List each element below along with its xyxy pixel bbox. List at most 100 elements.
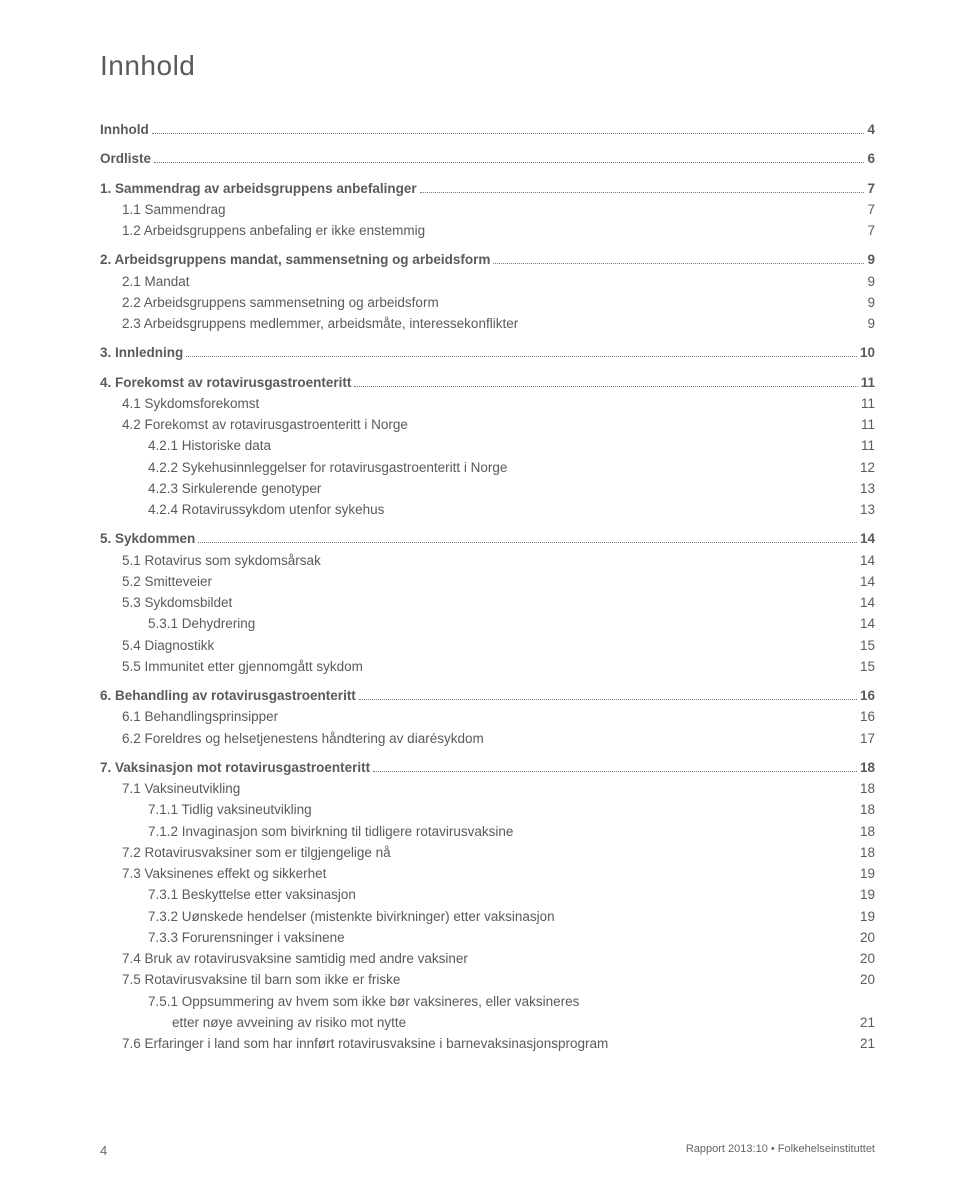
toc-entry-page: 15 [860, 657, 875, 677]
toc-entry[interactable]: 7.3.2 Uønskede hendelser (mistenkte bivi… [148, 907, 875, 927]
toc-entry[interactable]: 2.3 Arbeidsgruppens medlemmer, arbeidsmå… [122, 314, 875, 334]
toc-entry-label: 2.2 Arbeidsgruppens sammensetning og arb… [122, 293, 439, 313]
toc-entry-page: 19 [860, 864, 875, 884]
toc-entry[interactable]: 5. Sykdommen 14 [100, 529, 875, 549]
toc-entry[interactable]: 4. Forekomst av rotavirusgastroenteritt … [100, 373, 875, 393]
toc-entry-page: 9 [867, 250, 875, 270]
toc-entry[interactable]: 7.5.1 Oppsummering av hvem som ikke bør … [148, 992, 875, 1012]
toc-entry-page: 9 [867, 272, 875, 292]
toc-entry-label: 5.5 Immunitet etter gjennomgått sykdom [122, 657, 363, 677]
toc-entry[interactable]: 4.2 Forekomst av rotavirusgastroenteritt… [122, 415, 875, 435]
toc-entry[interactable]: 5.3.1 Dehydrering14 [148, 614, 875, 634]
toc-entry-page: 11 [861, 436, 875, 456]
toc-entry-label: 1. Sammendrag av arbeidsgruppens anbefal… [100, 179, 417, 199]
toc-entry-label: etter nøye avveining av risiko mot nytte [172, 1013, 406, 1033]
toc-entry-page: 11 [861, 373, 875, 393]
toc-entry-page: 17 [860, 729, 875, 749]
toc-entry-page: 19 [860, 885, 875, 905]
toc-entry-page: 18 [860, 822, 875, 842]
toc-entry-page: 9 [867, 314, 875, 334]
toc-entry[interactable]: 6.2 Foreldres og helsetjenestens håndter… [122, 729, 875, 749]
toc-entry[interactable]: 4.1 Sykdomsforekomst11 [122, 394, 875, 414]
toc-entry-label: 7.5 Rotavirusvaksine til barn som ikke e… [122, 970, 400, 990]
toc-entry[interactable]: 7. Vaksinasjon mot rotavirusgastroenteri… [100, 758, 875, 778]
toc-entry-label: 7.6 Erfaringer i land som har innført ro… [122, 1034, 608, 1054]
toc-leader [186, 356, 857, 357]
toc-entry-page: 20 [860, 949, 875, 969]
toc-entry[interactable]: 7.3.3 Forurensninger i vaksinene20 [148, 928, 875, 948]
toc-entry[interactable]: 5.3 Sykdomsbildet14 [122, 593, 875, 613]
toc-entry[interactable]: 1.1 Sammendrag 7 [122, 200, 875, 220]
toc-entry-label: 7.3 Vaksinenes effekt og sikkerhet [122, 864, 326, 884]
toc-entry-label: 6.2 Foreldres og helsetjenestens håndter… [122, 729, 484, 749]
toc-entry[interactable]: 7.3.1 Beskyttelse etter vaksinasjon 19 [148, 885, 875, 905]
toc-entry-page: 14 [860, 551, 875, 571]
toc-entry-label: 4.2.1 Historiske data [148, 436, 271, 456]
toc-entry-label: Ordliste [100, 149, 151, 169]
toc-entry-label: 6.1 Behandlingsprinsipper [122, 707, 278, 727]
toc-entry-label: 4.1 Sykdomsforekomst [122, 394, 259, 414]
toc-entry-page: 7 [867, 179, 875, 199]
toc-entry-page: 18 [860, 758, 875, 778]
toc-entry-page: 14 [860, 593, 875, 613]
toc-entry[interactable]: 4.2.3 Sirkulerende genotyper 13 [148, 479, 875, 499]
toc-entry-label: 1.1 Sammendrag [122, 200, 226, 220]
toc-entry-page: 18 [860, 779, 875, 799]
toc-entry-page: 16 [860, 686, 875, 706]
toc-entry[interactable]: 1.2 Arbeidsgruppens anbefaling er ikke e… [122, 221, 875, 241]
toc-entry[interactable]: 6.1 Behandlingsprinsipper16 [122, 707, 875, 727]
toc-leader [420, 192, 865, 193]
toc-entry-label: 2. Arbeidsgruppens mandat, sammensetning… [100, 250, 490, 270]
toc-entry-page: 20 [860, 928, 875, 948]
toc-entry-page: 14 [860, 614, 875, 634]
page-title: Innhold [100, 50, 875, 82]
toc-entry[interactable]: 4.2.1 Historiske data 11 [148, 436, 875, 456]
toc-entry[interactable]: 4.2.2 Sykehusinnleggelser for rotavirusg… [148, 458, 875, 478]
toc-entry[interactable]: 5.4 Diagnostikk15 [122, 636, 875, 656]
toc-entry-label: 4.2.4 Rotavirussykdom utenfor sykehus [148, 500, 384, 520]
toc-entry-page: 7 [867, 200, 875, 220]
toc-entry[interactable]: 1. Sammendrag av arbeidsgruppens anbefal… [100, 179, 875, 199]
toc-entry[interactable]: 3. Innledning 10 [100, 343, 875, 363]
toc-entry-page: 13 [860, 479, 875, 499]
toc-entry-page: 7 [867, 221, 875, 241]
toc-entry[interactable]: 7.1.2 Invaginasjon som bivirkning til ti… [148, 822, 875, 842]
toc-entry-label: 7.3.2 Uønskede hendelser (mistenkte bivi… [148, 907, 555, 927]
toc-entry[interactable]: 7.3 Vaksinenes effekt og sikkerhet 19 [122, 864, 875, 884]
toc-entry-label: 4.2.3 Sirkulerende genotyper [148, 479, 321, 499]
toc-entry[interactable]: 7.5 Rotavirusvaksine til barn som ikke e… [122, 970, 875, 990]
toc-entry-page: 14 [860, 572, 875, 592]
toc-entry[interactable]: etter nøye avveining av risiko mot nytte… [172, 1013, 875, 1033]
toc-entry[interactable]: 2. Arbeidsgruppens mandat, sammensetning… [100, 250, 875, 270]
toc-entry-page: 18 [860, 800, 875, 820]
toc-entry[interactable]: 7.6 Erfaringer i land som har innført ro… [122, 1034, 875, 1054]
toc-entry-label: 7.1.1 Tidlig vaksineutvikling [148, 800, 312, 820]
toc-entry[interactable]: 7.1 Vaksineutvikling18 [122, 779, 875, 799]
toc-leader [373, 771, 857, 772]
table-of-contents: Innhold4 Ordliste6 1. Sammendrag av arbeid… [100, 120, 875, 1054]
toc-entry[interactable]: 5.5 Immunitet etter gjennomgått sykdom 15 [122, 657, 875, 677]
toc-entry-page: 11 [861, 415, 875, 435]
toc-entry-page: 18 [860, 843, 875, 863]
toc-leader [154, 162, 864, 163]
page-footer: 4 Rapport 2013:10 • Folkehelseinstitutte… [100, 1143, 875, 1158]
toc-entry[interactable]: 7.4 Bruk av rotavirusvaksine samtidig me… [122, 949, 875, 969]
toc-entry-label: Innhold [100, 120, 149, 140]
toc-entry-label: 7.4 Bruk av rotavirusvaksine samtidig me… [122, 949, 468, 969]
toc-entry-label: 6. Behandling av rotavirusgastroenteritt [100, 686, 356, 706]
toc-entry-label: 7. Vaksinasjon mot rotavirusgastroenteri… [100, 758, 370, 778]
toc-entry[interactable]: 5.2 Smitteveier14 [122, 572, 875, 592]
toc-entry[interactable]: Ordliste6 [100, 149, 875, 169]
toc-entry[interactable]: Innhold4 [100, 120, 875, 140]
toc-entry-label: 7.3.1 Beskyttelse etter vaksinasjon [148, 885, 356, 905]
toc-entry[interactable]: 7.1.1 Tidlig vaksineutvikling 18 [148, 800, 875, 820]
toc-entry[interactable]: 6. Behandling av rotavirusgastroenteritt… [100, 686, 875, 706]
toc-entry[interactable]: 5.1 Rotavirus som sykdomsårsak 14 [122, 551, 875, 571]
toc-entry[interactable]: 2.2 Arbeidsgruppens sammensetning og arb… [122, 293, 875, 313]
toc-entry[interactable]: 4.2.4 Rotavirussykdom utenfor sykehus13 [148, 500, 875, 520]
toc-entry[interactable]: 7.2 Rotavirusvaksiner som er tilgjengeli… [122, 843, 875, 863]
toc-entry[interactable]: 2.1 Mandat9 [122, 272, 875, 292]
toc-leader [493, 263, 864, 264]
toc-leader [359, 699, 857, 700]
toc-entry-label: 5.1 Rotavirus som sykdomsårsak [122, 551, 321, 571]
